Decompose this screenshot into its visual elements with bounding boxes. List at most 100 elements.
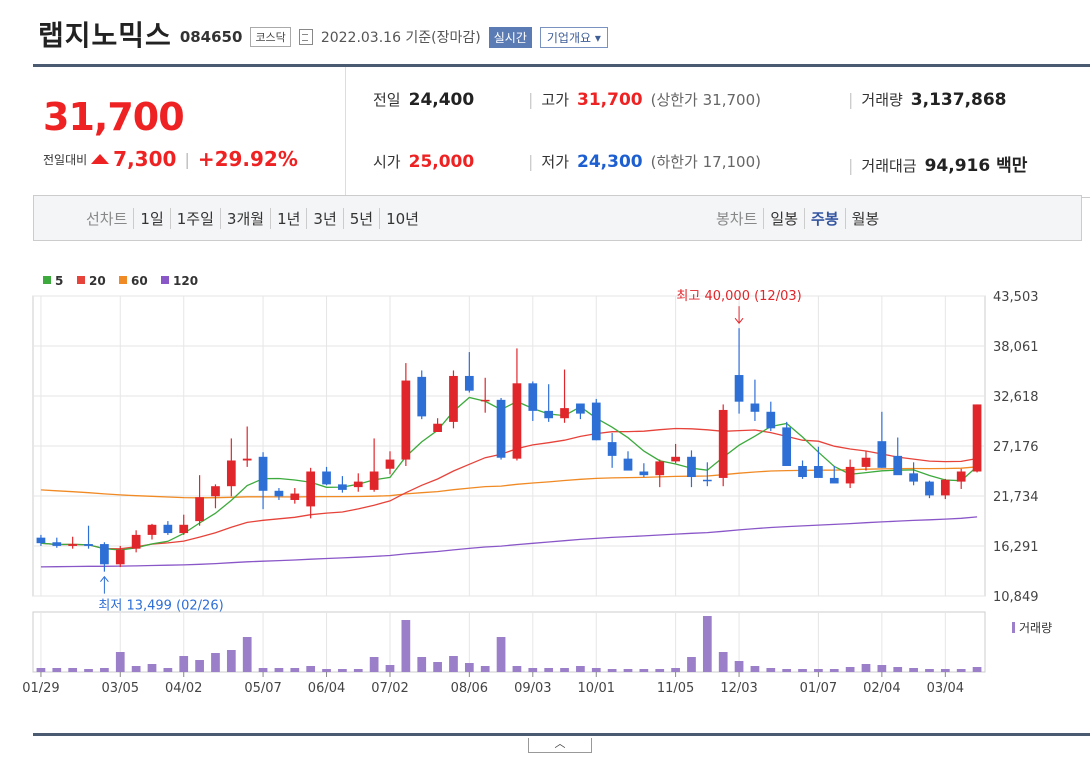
candle-chart-tabs: 봉차트 일봉 주봉 월봉 [710, 208, 885, 229]
tab-candle-1[interactable]: 주봉 [804, 208, 845, 229]
candle-body [750, 403, 760, 412]
y-tick-label: 27,176 [993, 440, 1039, 455]
tab-line-2[interactable]: 3개월 [219, 208, 270, 229]
candle [322, 466, 331, 486]
volume-bar [877, 665, 887, 672]
candle-body [274, 490, 284, 497]
candle-body [512, 383, 522, 459]
volume-bar [433, 662, 442, 672]
tab-line-6[interactable]: 10년 [379, 208, 425, 229]
tab-line-0[interactable]: 1일 [133, 208, 169, 229]
volume-bar [163, 668, 173, 672]
x-tick-label: 01/29 [22, 681, 59, 696]
document-icon [298, 29, 313, 45]
tab-line-1[interactable]: 1주일 [169, 208, 220, 229]
candle [52, 537, 62, 548]
candle-body [401, 380, 411, 460]
candle [100, 542, 109, 572]
prev-value: 24,400 [408, 90, 475, 110]
volume-bar [861, 664, 871, 672]
candle-body [671, 456, 680, 462]
candle-chart-label: 봉차트 [716, 210, 758, 228]
volume-bar [909, 668, 918, 672]
candle-body [338, 484, 347, 490]
candle-body [353, 481, 363, 488]
candle [496, 398, 506, 460]
volume-bar [353, 669, 363, 672]
volume-bar [576, 666, 585, 672]
candle [385, 451, 395, 475]
y-tick-label: 21,734 [993, 490, 1039, 505]
volume-bar [100, 668, 109, 672]
volume-bar [512, 666, 522, 672]
candle [163, 521, 173, 535]
candle [734, 328, 744, 414]
candle [829, 465, 839, 484]
candle [893, 437, 903, 476]
candle [845, 459, 855, 489]
x-tick-label: 08/06 [451, 681, 488, 696]
tab-candle-2[interactable]: 월봉 [844, 208, 886, 229]
candle [449, 370, 458, 429]
candle [433, 418, 442, 432]
candle [226, 438, 236, 497]
volume-bar [591, 668, 601, 672]
candle [179, 514, 189, 535]
candle [147, 523, 157, 540]
y-tick-label: 43,503 [993, 290, 1039, 305]
stock-code: 084650 [179, 28, 243, 46]
legend-swatch-20 [77, 276, 85, 284]
volume-bar [68, 668, 78, 672]
volume-bar [623, 669, 633, 672]
tab-line-4[interactable]: 3년 [306, 208, 342, 229]
amount-label: 거래대금 [861, 157, 917, 175]
candle [84, 525, 93, 549]
tab-candle-0[interactable]: 일봉 [763, 208, 804, 229]
volume-bar [84, 669, 93, 672]
candle-body [702, 479, 712, 482]
x-tick-label: 03/05 [102, 681, 139, 696]
candle-body [845, 466, 855, 484]
volume-bar [179, 656, 189, 672]
current-price-box: 31,700 전일대비 7,300 | +29.92% [33, 67, 346, 197]
candle [750, 379, 760, 421]
tab-line-3[interactable]: 1년 [270, 208, 306, 229]
volume-bar [369, 657, 379, 672]
market-badge: 코스닥 [250, 27, 291, 47]
candle-body [718, 409, 728, 478]
candle-body [607, 442, 617, 456]
upper-limit: (상한가 31,700) [650, 91, 761, 109]
candle-body [385, 459, 395, 469]
candle [274, 488, 284, 500]
volume-bar [211, 653, 220, 672]
collapse-button[interactable]: ︿ [528, 738, 592, 753]
bottom-divider [33, 733, 1090, 736]
price-change: 전일대비 7,300 | +29.92% [43, 147, 298, 171]
volume-bar [322, 669, 331, 672]
ma-20-line [40, 427, 978, 550]
realtime-button[interactable]: 실시간 [488, 26, 532, 48]
candle [417, 370, 427, 420]
candle-body [766, 411, 776, 429]
volume-bar [750, 666, 760, 672]
volume-bar [972, 667, 982, 672]
volume-bar [718, 652, 728, 672]
candle-body [814, 465, 823, 478]
x-tick-label: 12/03 [720, 681, 757, 696]
candle-body [956, 471, 966, 482]
legend-label-20: 20 [89, 274, 106, 288]
high-arrow-head [734, 317, 744, 324]
candle-body [369, 471, 379, 490]
candle [607, 432, 617, 468]
amount-value: 94,916 백만 [924, 156, 1028, 176]
corp-overview-button[interactable]: 기업개요 ▾ [539, 26, 608, 48]
candle-body [290, 493, 300, 500]
ma-5-line [40, 396, 978, 551]
candle-body [179, 524, 189, 534]
volume-bar [893, 667, 903, 672]
legend-swatch-60 [119, 276, 127, 284]
tab-line-5[interactable]: 5년 [342, 208, 379, 229]
y-tick-label: 10,849 [993, 590, 1039, 605]
candle [814, 446, 823, 478]
candle-body [909, 473, 918, 482]
